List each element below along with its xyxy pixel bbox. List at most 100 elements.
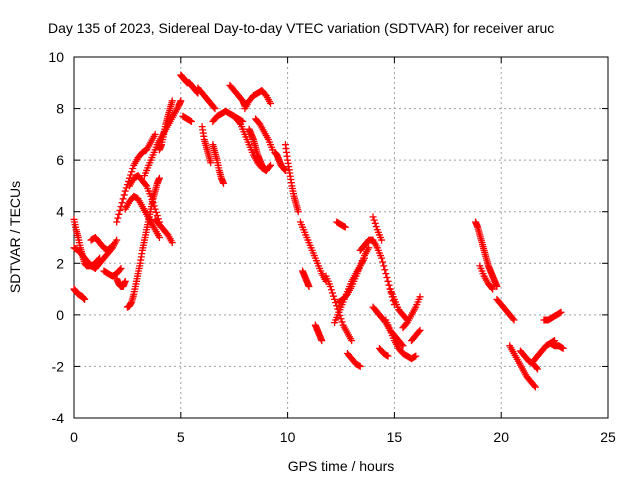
data-point (370, 216, 378, 224)
series-arc-46 (506, 342, 539, 391)
data-point (530, 382, 538, 390)
y-tick-label: -4 (52, 410, 65, 426)
series-arc-15 (179, 112, 195, 125)
x-axis-label: GPS time / hours (288, 458, 395, 474)
data-point (207, 159, 215, 167)
data-point (416, 293, 424, 301)
data-point (331, 295, 339, 303)
data-point (119, 195, 127, 203)
data-point (383, 273, 391, 281)
data-point (262, 166, 270, 174)
data-point (338, 318, 346, 326)
y-tick-label: 0 (56, 307, 64, 323)
series-arc-39 (386, 285, 411, 324)
data-point (107, 243, 115, 251)
data-point (378, 254, 386, 262)
data-point (380, 262, 388, 270)
data-point (489, 285, 497, 293)
series-arc-33 (333, 218, 349, 231)
data-point (81, 295, 89, 303)
series-arc-17 (198, 123, 215, 167)
x-tick-label: 0 (70, 429, 78, 445)
data-point (510, 316, 518, 324)
data-point (116, 206, 124, 214)
data-point (121, 187, 129, 195)
y-tick-label: 6 (56, 152, 64, 168)
x-tick-label: 5 (177, 429, 185, 445)
data-point (127, 171, 135, 179)
data-point (416, 326, 424, 334)
series-arc-26 (281, 141, 302, 216)
series-arc-23 (245, 125, 270, 174)
series-arc-18 (209, 141, 228, 187)
data-point (115, 210, 123, 218)
series-arc-36 (369, 213, 386, 244)
data-point (147, 192, 155, 200)
data-point (128, 168, 136, 176)
data-point (509, 315, 517, 323)
data-point (337, 315, 345, 323)
data-point (151, 205, 159, 213)
data-point (326, 282, 334, 290)
series-arc-38 (382, 316, 420, 363)
data-point (372, 223, 380, 231)
data-point (381, 266, 389, 274)
x-tick-label: 20 (493, 429, 509, 445)
data-point (118, 199, 126, 207)
data-point (385, 281, 393, 289)
series-arc-12 (155, 97, 176, 154)
series-arc-08 (123, 174, 163, 311)
data-point (557, 308, 565, 316)
series-arc-32 (335, 244, 373, 306)
data-point (267, 99, 275, 107)
data-point (265, 163, 273, 171)
data-point (384, 352, 392, 360)
data-point (153, 212, 161, 220)
x-tick-label: 10 (280, 429, 296, 445)
series-arc-42 (375, 344, 392, 360)
series-arc-43 (472, 218, 501, 290)
series-arc-06 (113, 275, 129, 290)
data-point (415, 328, 423, 336)
series-arc-13 (151, 215, 176, 247)
chart-title: Day 135 of 2023, Sidereal Day-to-day VTE… (48, 20, 554, 36)
series-arc-28 (299, 267, 313, 290)
data-point (559, 344, 567, 352)
series-arc-05 (100, 264, 125, 280)
series-arc-24 (252, 115, 277, 154)
data-point (149, 199, 157, 207)
data-point (341, 223, 349, 231)
data-point (369, 213, 377, 221)
grid (74, 57, 608, 418)
data-point (305, 282, 313, 290)
data-point (382, 270, 390, 278)
data-point (121, 277, 129, 285)
data-point (356, 362, 364, 370)
y-tick-label: 2 (56, 255, 64, 271)
data-point (129, 165, 137, 173)
series-arc-10 (126, 172, 163, 226)
data-point (328, 289, 336, 297)
y-tick-label: 4 (56, 204, 64, 220)
data-point (330, 292, 338, 300)
data-point (116, 266, 124, 274)
series-arc-35 (356, 236, 398, 309)
data-point (155, 234, 163, 241)
data-point (113, 218, 121, 226)
data-point (120, 191, 128, 199)
data-point (108, 241, 116, 249)
series-arc-03 (70, 236, 121, 272)
data-point (155, 174, 163, 182)
data-point (371, 219, 379, 227)
data-point (177, 97, 185, 105)
series-arc-40 (399, 293, 424, 332)
y-axis-label: SDTVAR / TECUs (7, 181, 23, 293)
data-point (412, 352, 420, 360)
series-arc-16 (194, 84, 219, 113)
plot-frame (73, 56, 609, 419)
data-point (168, 97, 176, 105)
data-points (70, 71, 567, 391)
data-point (168, 239, 176, 247)
data-point (114, 214, 122, 222)
data-point (493, 282, 501, 290)
